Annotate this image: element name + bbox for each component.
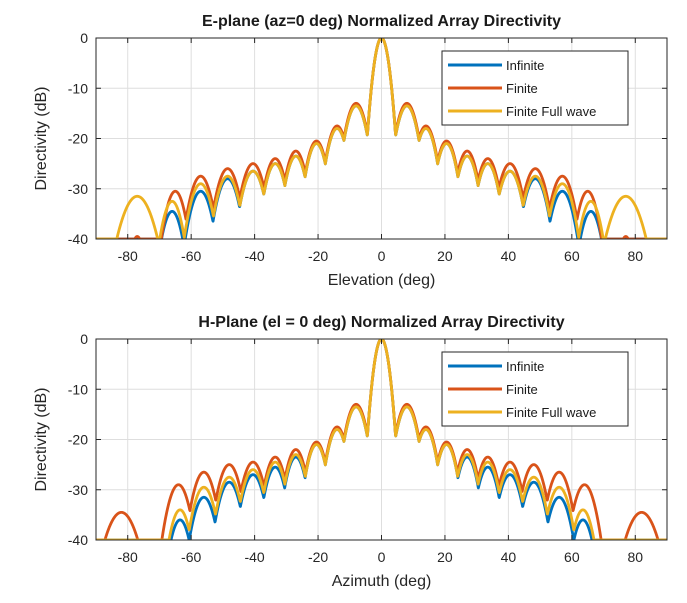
legend-item-infinite: Infinite [448, 58, 544, 73]
chart-title: E-plane (az=0 deg) Normalized Array Dire… [202, 13, 561, 30]
x-tick-label: -40 [244, 248, 264, 264]
x-tick-label: -80 [118, 549, 138, 565]
chart-title: H-Plane (el = 0 deg) Normalized Array Di… [198, 314, 564, 331]
legend: Infinite Finite Finite Full wave [441, 50, 629, 126]
series-line-infinite [96, 38, 667, 239]
series-line-finite [96, 339, 667, 540]
series-group [96, 339, 667, 540]
x-tick-label: 80 [627, 549, 643, 565]
y-axis-label: Directivity (dB) [33, 86, 50, 190]
legend-item-finite-full-wave: Finite Full wave [448, 405, 596, 420]
x-tick-label: 80 [627, 248, 643, 264]
x-axis-label: Azimuth (deg) [332, 573, 432, 590]
e-plane-chart: -80 -60 -40 -20 0 20 40 60 80 0 -10 -20 -30 -40 E-plan… [33, 13, 668, 289]
x-tick-label: -40 [244, 549, 264, 565]
x-tick-label: -60 [181, 549, 201, 565]
h-plane-chart: -80 -60 -40 -20 0 20 40 60 80 0 -10 -20 -30 -40 H-Plan… [33, 314, 668, 590]
y-tick-label: -10 [68, 381, 88, 397]
legend-label: Finite [506, 81, 538, 96]
x-tick-label: 40 [501, 248, 517, 264]
series-line-infinite [96, 339, 667, 540]
legend-label: Finite Full wave [506, 405, 596, 420]
y-axis-label: Directivity (dB) [33, 387, 50, 491]
y-tick-label: -40 [68, 231, 88, 247]
x-tick-label: 60 [564, 549, 580, 565]
x-tick-label: 60 [564, 248, 580, 264]
x-tick-label: -80 [118, 248, 138, 264]
y-tick-label: 0 [80, 331, 88, 347]
series-group [96, 38, 667, 239]
y-tick-label: -40 [68, 532, 88, 548]
series-line-finite-full-wave [96, 339, 667, 540]
legend-item-finite: Finite [448, 81, 538, 96]
y-tick-label: -30 [68, 482, 88, 498]
y-tick-label: -30 [68, 181, 88, 197]
x-tick-label: 20 [437, 248, 453, 264]
series-line-finite-full-wave [96, 38, 667, 239]
y-tick-label: 0 [80, 30, 88, 46]
x-tick-label: 40 [501, 549, 517, 565]
legend-label: Infinite [506, 359, 544, 374]
legend-item-finite: Finite [448, 382, 538, 397]
y-tick-label: -20 [68, 432, 88, 448]
x-tick-label: -60 [181, 248, 201, 264]
legend-label: Finite [506, 382, 538, 397]
legend-label: Infinite [506, 58, 544, 73]
legend: Infinite Finite Finite Full wave [441, 351, 629, 427]
series-line-finite [96, 38, 667, 239]
y-tick-label: -20 [68, 131, 88, 147]
x-tick-label: -20 [308, 549, 328, 565]
legend-item-finite-full-wave: Finite Full wave [448, 104, 596, 119]
legend-label: Finite Full wave [506, 104, 596, 119]
x-tick-label: -20 [308, 248, 328, 264]
x-tick-label: 0 [378, 549, 386, 565]
y-tick-label: -10 [68, 80, 88, 96]
x-tick-label: 20 [437, 549, 453, 565]
legend-item-infinite: Infinite [448, 359, 544, 374]
x-tick-label: 0 [378, 248, 386, 264]
x-axis-label: Elevation (deg) [328, 272, 436, 289]
